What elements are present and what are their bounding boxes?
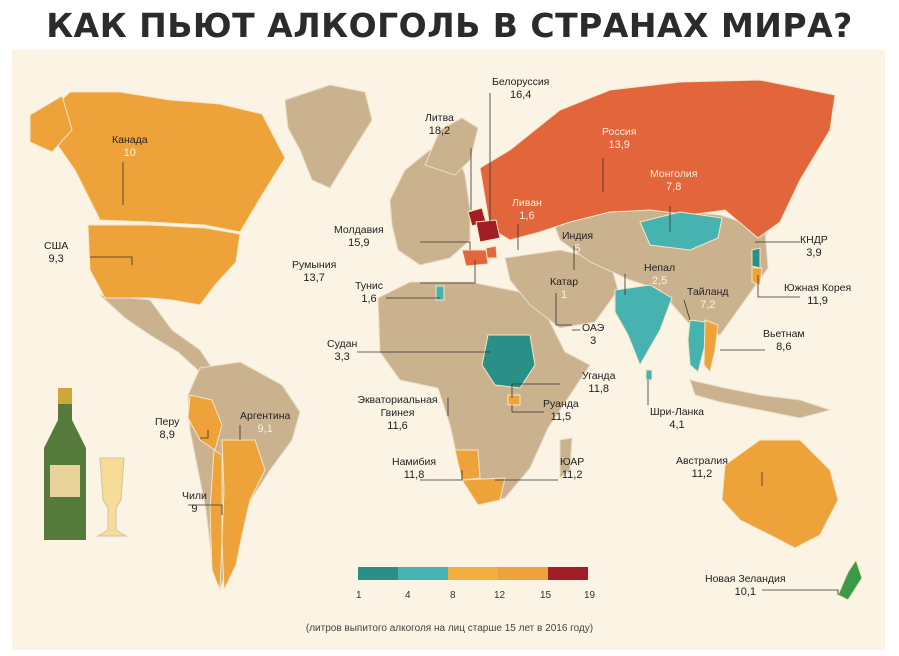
- nkorea-shape: [751, 247, 761, 269]
- legend-scale: [358, 567, 588, 580]
- legend-tick-19: 19: [584, 590, 596, 601]
- label-chile: Чили 9: [182, 490, 207, 516]
- label-rwanda: Руанда 11,5: [543, 398, 579, 424]
- romania-shape: [461, 249, 489, 267]
- label-nepal: Непал 2,5: [644, 262, 676, 288]
- srilanka-shape: [645, 369, 653, 381]
- alaska-shape: [29, 95, 73, 153]
- scandinavia-shape: [424, 117, 479, 176]
- vietnam-shape: [703, 319, 719, 374]
- label-sar: ЮАР 11,2: [560, 456, 585, 482]
- label-skorea: Южная Корея 11,9: [784, 282, 852, 308]
- label-usa: США 9,3: [44, 240, 69, 266]
- label-moldova: Молдавия 15,9: [334, 224, 384, 250]
- legend-swatch-2: [398, 567, 448, 580]
- label-nkorea: КНДР 3,9: [800, 234, 828, 260]
- namibia-shape: [454, 449, 481, 481]
- central-america-shape: [98, 294, 213, 373]
- mongolia-shape: [639, 211, 723, 251]
- legend-swatch-5: [548, 567, 588, 580]
- legend-swatch-3: [448, 567, 498, 580]
- russia-shape: [479, 79, 836, 241]
- bottle-label: [50, 465, 80, 497]
- caption: (литров выпитого алкоголя на лиц старше …: [305, 623, 594, 634]
- legend-tick-15: 15: [540, 590, 552, 601]
- page-title: КАК ПЬЮТ АЛКОГОЛЬ В СТРАНАХ МИРА?: [46, 6, 853, 45]
- label-vietnam: Вьетнам 8,6: [763, 328, 805, 354]
- moldova-shape: [485, 245, 498, 259]
- bottle-foil: [58, 388, 72, 404]
- australia-shape: [721, 439, 839, 549]
- legend-tick-1: 1: [356, 590, 362, 601]
- label-india: Индия 5: [562, 230, 594, 256]
- legend-tick-4: 4: [405, 590, 411, 601]
- peru-shape: [187, 394, 223, 451]
- leader-lines: [90, 93, 839, 595]
- label-nz: Новая Зеландия 10,1: [705, 573, 786, 599]
- label-sudan: Судан 3,3: [327, 338, 358, 364]
- sar-shape: [461, 477, 506, 506]
- nz-shape: [837, 558, 863, 601]
- legend-swatch-4: [498, 567, 548, 580]
- label-thailand: Тайланд 7,2: [687, 286, 729, 312]
- madagascar-shape: [559, 437, 573, 480]
- label-eqguinea: Экваториальная Гвинея 11,6: [357, 394, 438, 433]
- label-uae: ОАЭ 3: [582, 322, 605, 348]
- belarus-shape: [475, 219, 501, 243]
- label-srilanka: Шри-Ланка 4,1: [650, 406, 705, 432]
- label-belarus: Белоруссия 16,4: [492, 76, 550, 102]
- label-namibia: Намибия 11,8: [392, 456, 437, 482]
- label-peru: Перу 8,9: [155, 416, 180, 442]
- champagne-illustration: [44, 388, 128, 540]
- europe-shape: [389, 147, 471, 266]
- canada-shape: [39, 91, 286, 233]
- tunisia-shape: [435, 285, 445, 301]
- thailand-shape: [687, 319, 706, 373]
- legend-swatch-1: [358, 567, 398, 580]
- label-uganda: Уганда 11,8: [582, 370, 616, 396]
- glass-icon: [96, 457, 128, 537]
- argentina-shape: [221, 439, 266, 591]
- legend-tick-12: 12: [494, 590, 506, 601]
- chile-shape: [209, 449, 223, 591]
- sudan-shape: [481, 334, 536, 389]
- label-romania: Румыния 13,7: [292, 259, 337, 285]
- label-argentina: Аргентина 9,1: [240, 410, 291, 436]
- greenland-shape: [284, 84, 373, 189]
- uganda-shape: [507, 394, 521, 406]
- india-shape: [614, 284, 673, 367]
- label-lithuania: Литва 18,2: [425, 112, 454, 138]
- label-russia: Россия 13,9: [602, 126, 637, 152]
- label-australia: Австралия 11,2: [676, 455, 728, 481]
- label-canada: Канада 10: [112, 134, 148, 160]
- label-qatar: Катар 1: [550, 276, 579, 302]
- legend-tick-8: 8: [450, 590, 456, 601]
- usa-shape: [87, 224, 241, 306]
- label-tunisia: Тунис 1,6: [355, 280, 383, 306]
- africa-shape: [377, 281, 591, 506]
- indonesia-shape: [689, 379, 832, 419]
- label-mongolia: Монголия 7,8: [650, 168, 698, 194]
- skorea-shape: [751, 267, 763, 286]
- label-lebanon: Ливан 1,6: [512, 197, 542, 223]
- middle-east-shape: [504, 249, 619, 329]
